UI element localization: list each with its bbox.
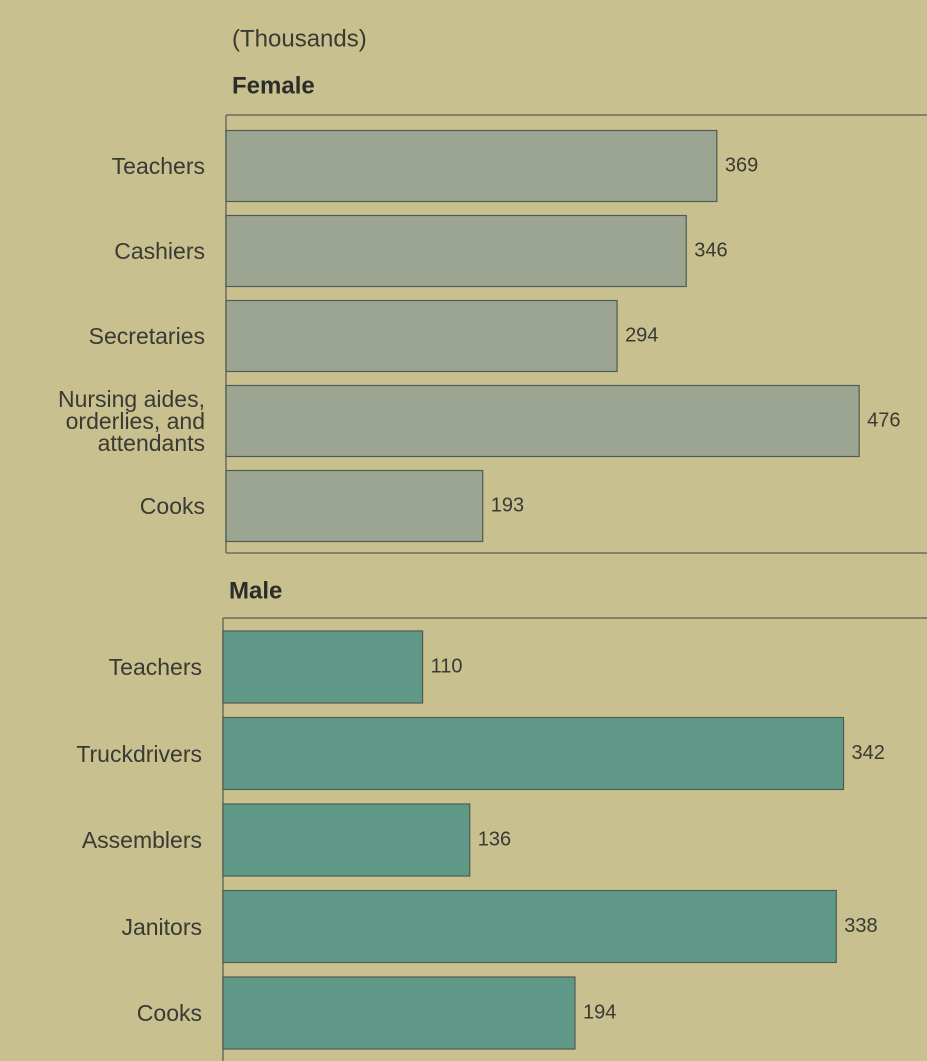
value-label: 369 (725, 154, 758, 176)
bar (225, 299, 618, 373)
category-label: Cooks (136, 1000, 202, 1026)
panel-title: Female (232, 72, 315, 99)
bar (222, 976, 576, 1050)
bar (222, 803, 471, 877)
value-label: 294 (625, 324, 658, 346)
bar (222, 630, 424, 704)
value-label: 338 (844, 915, 877, 937)
category-label: Assemblers (81, 827, 202, 853)
category-label: Cashiers (114, 238, 205, 264)
bar (225, 214, 687, 288)
category-label: Truckdrivers (76, 740, 202, 767)
value-label: 136 (478, 828, 511, 850)
category-label: Janitors (121, 913, 202, 940)
bar (222, 716, 845, 791)
category-label: Nursing aides, orderlies, and attendants (57, 386, 205, 456)
category-label: Cooks (139, 493, 205, 519)
category-label: Teachers (108, 654, 202, 680)
panel-title: Male (229, 577, 282, 604)
value-label: 346 (694, 239, 727, 261)
bar (225, 129, 718, 203)
unit-label: (Thousands) (232, 25, 367, 52)
value-label: 193 (491, 494, 524, 516)
bar (225, 384, 860, 458)
category-label: Teachers (111, 153, 205, 179)
bar (225, 469, 484, 543)
value-label: 476 (867, 409, 900, 431)
value-label: 342 (852, 742, 885, 764)
value-label: 194 (583, 1001, 616, 1023)
bar (222, 889, 837, 964)
value-label: 110 (431, 655, 463, 677)
category-label: Secretaries (88, 323, 205, 349)
